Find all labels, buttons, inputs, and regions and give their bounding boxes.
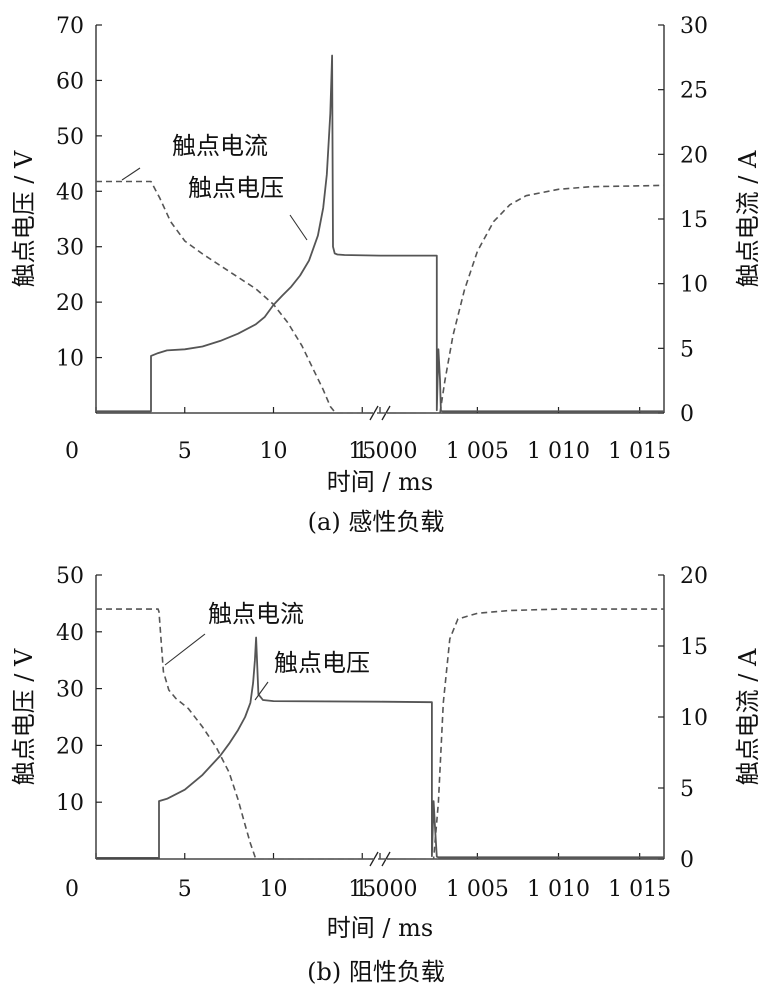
- series-current-line: [380, 184, 665, 414]
- y-right-tick-label: 10: [680, 706, 708, 731]
- y-left-tick-label: 20: [56, 734, 84, 759]
- y-left-tick-label: 30: [56, 678, 84, 703]
- x-axis-label: 时间 / ms: [327, 914, 433, 942]
- y-axis-label-right: 触点电流 / A: [734, 150, 762, 287]
- y-right-tick-label: 5: [680, 777, 694, 802]
- panel-caption: (a) 感性负载: [308, 508, 445, 536]
- x-tick-label: 5: [178, 877, 192, 902]
- x-tick-label: 10: [260, 439, 288, 464]
- y-left-tick-label: 20: [56, 291, 84, 316]
- y-left-tick-label: 40: [56, 180, 84, 205]
- x-tick-label: 1 005: [446, 877, 509, 902]
- x-tick-label: 1 010: [527, 439, 590, 464]
- x-tick-label: 1 000: [355, 439, 418, 464]
- panel-caption: (b) 阻性负载: [307, 958, 445, 986]
- axis-break-slash: [369, 405, 379, 421]
- y-right-tick-label: 0: [680, 402, 694, 427]
- y-axis-label-left: 触点电压 / V: [10, 150, 38, 287]
- y-right-tick-label: 10: [680, 273, 708, 298]
- series-current-line: [96, 608, 380, 860]
- x-tick-label: 0: [65, 439, 79, 464]
- y-left-tick-label: 70: [56, 14, 84, 39]
- y-left-tick-label: 50: [56, 125, 84, 150]
- x-tick-label: 15: [348, 439, 376, 464]
- y-axis-label-left: 触点电压 / V: [10, 648, 38, 785]
- x-tick-label: 5: [178, 439, 192, 464]
- series-voltage-line: [380, 254, 664, 413]
- x-tick-label: 1 005: [446, 439, 509, 464]
- series-voltage-line: [96, 636, 381, 859]
- y-left-tick-label: 10: [56, 791, 84, 816]
- annotation-leader: [289, 214, 308, 241]
- x-tick-label: 1 015: [608, 877, 671, 902]
- y-left-tick-label: 30: [56, 236, 84, 261]
- y-left-tick-label: 50: [56, 564, 84, 589]
- x-tick-label: 1 010: [527, 877, 590, 902]
- x-tick-label: 1 000: [355, 877, 418, 902]
- y-left-tick-label: 40: [56, 621, 84, 646]
- series-current-line: [380, 608, 664, 860]
- y-left-tick-label: 60: [56, 69, 84, 94]
- annotation-leader: [164, 633, 206, 666]
- x-tick-label: 1 015: [608, 439, 671, 464]
- y-right-tick-label: 5: [680, 337, 694, 362]
- annotation-label-voltage: 触点电压: [188, 174, 284, 202]
- x-tick-label: 0: [65, 877, 79, 902]
- y-right-tick-label: 0: [680, 848, 694, 873]
- annotation-leader: [121, 167, 141, 181]
- y-right-tick-label: 15: [680, 635, 708, 660]
- x-tick-label: 15: [348, 877, 376, 902]
- series-voltage-line: [379, 700, 664, 859]
- series-current-line: [96, 180, 380, 414]
- y-right-tick-label: 25: [680, 79, 708, 104]
- x-tick-label: 10: [260, 877, 288, 902]
- annotation-leader: [254, 681, 269, 701]
- y-axis-label-right: 触点电流 / A: [734, 648, 762, 785]
- y-right-tick-label: 30: [680, 14, 708, 39]
- annotation-label-current: 触点电流: [208, 600, 304, 628]
- x-axis-label: 时间 / ms: [327, 468, 433, 496]
- series-voltage-line: [96, 54, 381, 413]
- annotation-label-voltage: 触点电压: [274, 649, 370, 677]
- y-right-tick-label: 20: [680, 143, 708, 168]
- annotation-label-current: 触点电流: [172, 132, 268, 160]
- y-right-tick-label: 20: [680, 564, 708, 589]
- y-right-tick-label: 15: [680, 208, 708, 233]
- y-left-tick-label: 10: [56, 347, 84, 372]
